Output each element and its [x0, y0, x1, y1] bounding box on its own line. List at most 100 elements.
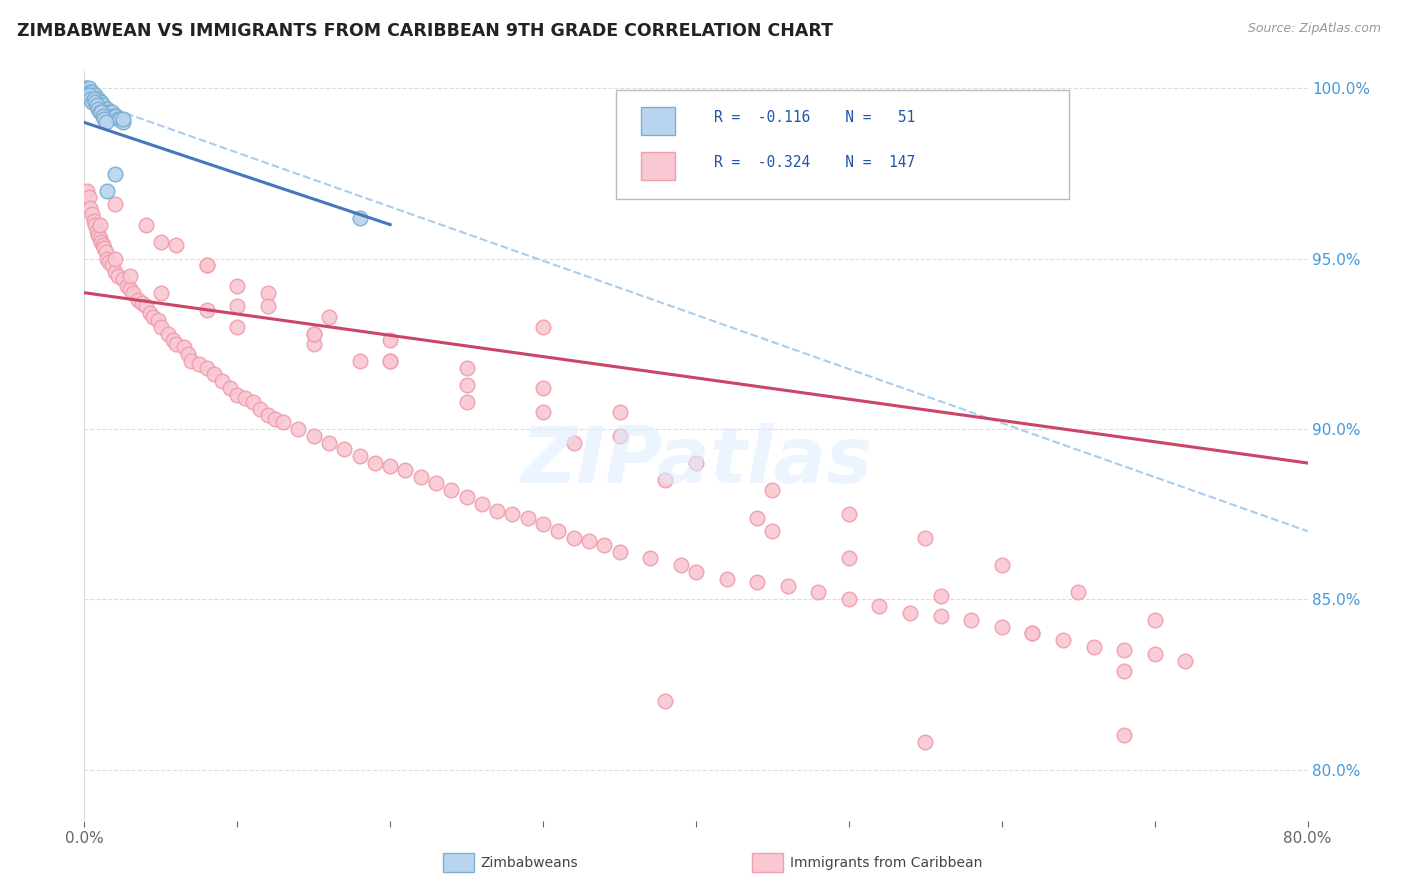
Point — [838, 551, 860, 566]
Point — [1067, 585, 1090, 599]
Point — [165, 336, 187, 351]
Point — [257, 299, 280, 313]
Point — [177, 347, 200, 361]
Point — [83, 92, 105, 106]
Point — [349, 449, 371, 463]
Point — [1114, 729, 1136, 743]
Point — [1174, 654, 1197, 668]
Point — [91, 98, 114, 112]
Point — [87, 102, 110, 116]
Point — [101, 259, 124, 273]
Point — [139, 306, 162, 320]
Point — [1021, 626, 1043, 640]
Point — [77, 88, 100, 103]
Point — [107, 268, 129, 283]
Point — [104, 252, 127, 266]
Point — [202, 368, 225, 382]
Point — [135, 299, 157, 313]
Point — [1114, 643, 1136, 657]
Point — [264, 411, 287, 425]
Text: ZIPatlas: ZIPatlas — [520, 423, 872, 499]
Point — [86, 92, 108, 106]
Point — [409, 469, 432, 483]
Point — [89, 95, 111, 109]
Text: Zimbabweans: Zimbabweans — [481, 855, 578, 870]
Point — [456, 377, 478, 392]
Point — [83, 214, 105, 228]
Point — [287, 422, 309, 436]
Point — [869, 599, 891, 613]
Point — [165, 238, 187, 252]
Point — [76, 85, 98, 99]
Point — [93, 102, 115, 116]
Point — [107, 112, 129, 126]
Point — [111, 115, 134, 129]
Point — [89, 98, 111, 112]
Point — [531, 319, 554, 334]
Point — [91, 109, 114, 123]
Point — [90, 235, 112, 249]
Text: Immigrants from Caribbean: Immigrants from Caribbean — [790, 855, 983, 870]
Point — [1052, 633, 1074, 648]
Point — [104, 265, 127, 279]
Point — [747, 575, 769, 590]
Point — [456, 394, 478, 409]
Point — [838, 507, 860, 521]
Point — [195, 259, 218, 273]
Point — [87, 92, 110, 106]
Point — [131, 296, 153, 310]
Point — [226, 388, 249, 402]
Point — [146, 313, 169, 327]
Point — [104, 109, 127, 123]
Point — [516, 510, 538, 524]
Point — [654, 694, 676, 708]
Point — [90, 95, 112, 109]
Point — [302, 429, 325, 443]
Point — [271, 415, 294, 429]
Point — [380, 354, 402, 368]
Point — [249, 401, 271, 416]
Point — [211, 374, 233, 388]
Point — [302, 326, 325, 341]
Text: R =  -0.116    N =   51: R = -0.116 N = 51 — [714, 111, 915, 125]
Point — [90, 105, 112, 120]
Point — [97, 105, 120, 120]
Point — [394, 463, 416, 477]
Point — [76, 81, 98, 95]
Point — [380, 459, 402, 474]
Text: R =  -0.324    N =  147: R = -0.324 N = 147 — [714, 155, 915, 170]
Point — [79, 201, 101, 215]
Point — [1114, 664, 1136, 678]
Point — [747, 510, 769, 524]
Point — [349, 354, 371, 368]
Point — [93, 242, 115, 256]
Point — [80, 88, 103, 103]
Point — [120, 282, 142, 296]
Point — [233, 392, 256, 406]
Point — [1021, 626, 1043, 640]
Point — [1143, 647, 1166, 661]
Point — [111, 272, 134, 286]
Point — [531, 517, 554, 532]
Point — [104, 167, 127, 181]
Point — [486, 504, 509, 518]
Point — [547, 524, 569, 538]
Point — [531, 381, 554, 395]
Point — [94, 244, 117, 259]
FancyBboxPatch shape — [616, 90, 1069, 199]
Point — [188, 357, 211, 371]
Point — [77, 81, 100, 95]
Point — [104, 197, 127, 211]
Point — [105, 109, 128, 123]
Point — [80, 95, 103, 109]
Point — [135, 218, 157, 232]
Point — [84, 92, 107, 106]
Point — [80, 85, 103, 99]
Point — [562, 435, 585, 450]
Bar — [641, 107, 675, 135]
Point — [127, 293, 149, 307]
Point — [456, 360, 478, 375]
Point — [960, 613, 983, 627]
Point — [87, 95, 110, 109]
Point — [103, 109, 125, 123]
